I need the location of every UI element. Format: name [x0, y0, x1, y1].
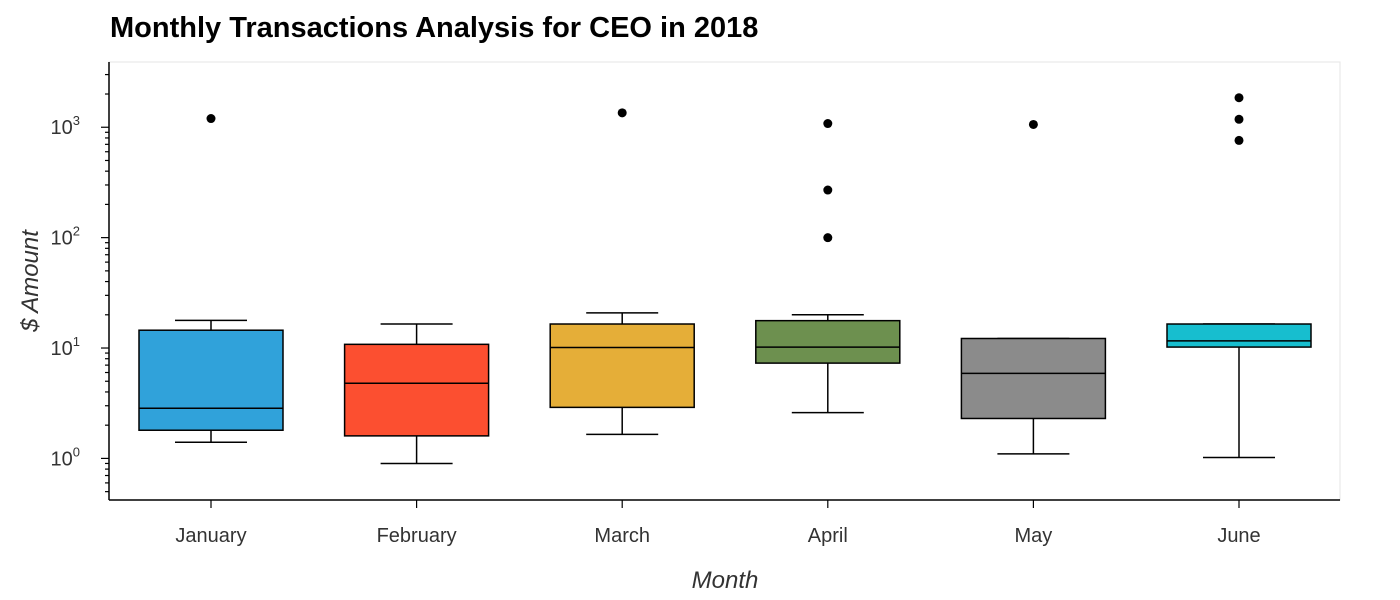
box-march	[549, 323, 695, 409]
outliers-layer	[206, 93, 1244, 243]
box-april	[755, 319, 901, 364]
box-may	[960, 337, 1107, 420]
plot-frame	[108, 61, 1341, 501]
outlier-point-april	[823, 233, 833, 243]
y-ticks-layer: 100 101 102 103	[51, 73, 109, 493]
x-tick-label-february: February	[377, 525, 457, 547]
outlier-point-april	[823, 185, 833, 195]
outlier-point-april	[823, 119, 833, 129]
y-axis-label: $ Amount	[17, 229, 44, 333]
chart-title: Monthly Transactions Analysis for CEO in…	[110, 12, 759, 44]
x-tick-label-march: March	[594, 525, 650, 547]
x-tick-label-april: April	[808, 525, 848, 547]
x-ticks-layer: January February March April May June	[175, 500, 1261, 547]
box-february	[343, 343, 490, 437]
y-tick-label: 100	[51, 444, 80, 470]
x-axis-label: Month	[692, 567, 759, 594]
outlier-point-march	[617, 108, 627, 118]
outlier-point-may	[1028, 119, 1038, 129]
x-tick-label-january: January	[175, 525, 246, 547]
y-tick-label: 101	[51, 334, 80, 360]
x-tick-label-may: May	[1015, 525, 1053, 547]
y-tick-label: 103	[51, 113, 80, 139]
outlier-point-june	[1234, 93, 1244, 103]
x-tick-label-june: June	[1217, 525, 1260, 547]
outlier-point-june	[1234, 135, 1244, 145]
y-tick-label: 102	[51, 224, 80, 250]
boxes-layer	[138, 312, 1312, 465]
box-june	[1166, 323, 1312, 348]
box-january	[138, 329, 284, 431]
outlier-point-june	[1234, 114, 1244, 124]
outlier-point-january	[206, 114, 216, 124]
